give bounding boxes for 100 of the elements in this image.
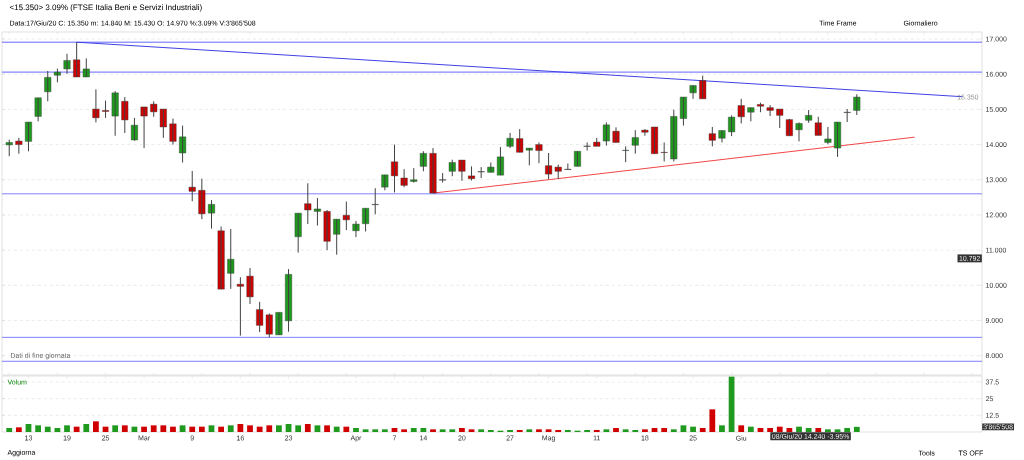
candlestick <box>15 137 23 155</box>
candlestick <box>121 96 129 134</box>
candlestick <box>304 182 312 225</box>
bar <box>256 426 263 432</box>
candlestick <box>236 276 244 337</box>
candlestick <box>448 159 456 177</box>
bar <box>690 426 696 432</box>
bar <box>304 424 311 432</box>
bar <box>709 409 716 432</box>
bar <box>150 425 157 432</box>
candlestick <box>468 165 476 181</box>
bar <box>815 428 822 432</box>
bar <box>208 425 215 432</box>
bar <box>613 428 619 432</box>
candlestick <box>853 93 861 116</box>
candlestick <box>25 121 32 152</box>
bar <box>526 429 533 432</box>
candlestick <box>5 139 13 157</box>
bar <box>362 429 369 432</box>
bar <box>73 426 80 432</box>
candlestick <box>313 197 321 226</box>
bar <box>314 425 321 432</box>
candlestick <box>477 166 485 179</box>
bar <box>381 429 388 432</box>
bar <box>699 428 706 432</box>
bar <box>738 425 745 432</box>
candlestick <box>92 88 100 123</box>
bar <box>459 428 465 432</box>
bar <box>825 429 831 432</box>
bar <box>353 428 359 432</box>
bar <box>160 425 167 432</box>
bar <box>805 428 812 432</box>
candlestick <box>718 130 726 143</box>
bar <box>276 425 282 432</box>
candlestick <box>169 118 177 146</box>
bar <box>642 429 648 432</box>
candlestick <box>834 121 842 158</box>
candlestick <box>814 116 822 136</box>
bar <box>64 425 70 432</box>
bar <box>622 429 629 432</box>
bar <box>545 429 552 432</box>
candlestick <box>198 178 206 220</box>
candlestick <box>179 125 187 164</box>
bar <box>141 426 147 432</box>
bar <box>15 427 22 432</box>
candlestick <box>612 126 620 143</box>
bar <box>401 429 408 432</box>
candlestick <box>246 267 254 305</box>
candlestick <box>34 97 42 122</box>
bar <box>35 425 42 432</box>
candlestick <box>535 141 543 164</box>
candlestick <box>381 174 389 191</box>
bar <box>295 425 302 432</box>
candlestick <box>63 53 71 75</box>
bar <box>333 426 340 432</box>
candlestick <box>622 145 630 163</box>
bar <box>44 426 51 432</box>
bar <box>430 429 436 432</box>
bar <box>410 428 417 432</box>
bar <box>670 429 677 432</box>
bar <box>536 429 542 432</box>
candlestick <box>410 167 418 184</box>
bar <box>747 426 754 432</box>
bar <box>343 426 350 432</box>
candlestick <box>130 117 138 142</box>
candlestick <box>391 144 398 193</box>
candlestick <box>757 102 764 113</box>
bar <box>54 428 61 432</box>
bar <box>170 426 176 432</box>
bar <box>680 425 687 432</box>
candlestick <box>805 109 813 124</box>
candlestick <box>188 170 196 202</box>
candlestick <box>651 126 659 155</box>
candlestick <box>506 132 514 149</box>
candlestick <box>699 75 707 100</box>
bar <box>786 428 793 432</box>
bar <box>603 429 610 432</box>
candlestick <box>776 108 784 129</box>
candlestick <box>227 228 235 290</box>
candlestick <box>574 150 581 167</box>
candlestick <box>843 108 851 123</box>
candlestick <box>111 90 119 137</box>
bar <box>237 424 244 432</box>
bar <box>844 428 851 432</box>
candlestick <box>419 150 427 172</box>
bar <box>266 425 273 432</box>
bar <box>449 429 456 432</box>
bar <box>834 429 841 432</box>
bar <box>112 425 119 432</box>
bar <box>179 425 186 432</box>
candlestick <box>670 109 678 162</box>
bar <box>767 428 774 432</box>
candlestick <box>564 163 572 171</box>
bar <box>189 426 196 432</box>
candlestick <box>362 207 370 232</box>
candlestick <box>294 212 302 254</box>
candlestick <box>679 96 687 127</box>
candlestick <box>583 141 591 152</box>
candlestick <box>400 168 408 188</box>
candlestick <box>275 311 283 336</box>
